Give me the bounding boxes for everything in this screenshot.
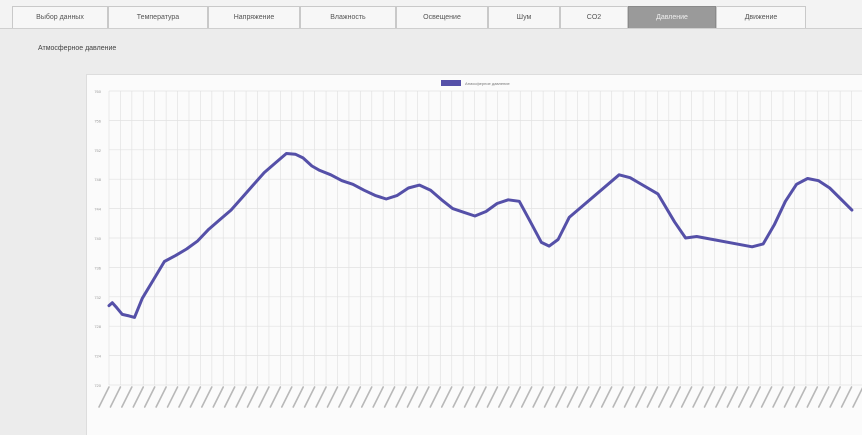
y-tick-label: 744: [94, 207, 101, 212]
x-tick-label: [360, 386, 373, 408]
tab-co2[interactable]: CO2: [560, 6, 628, 28]
legend-label: Атмосферное давление: [465, 81, 510, 86]
tab-humidity[interactable]: Влажность: [300, 6, 396, 28]
y-tick-label: 756: [94, 118, 101, 123]
x-tick-label: [783, 386, 796, 408]
x-tick-label: [840, 386, 853, 408]
x-tick-label: [223, 386, 236, 408]
x-tick-label: [509, 386, 522, 408]
pressure-chart: 720 724 728 732 736 740 744 748 752 756 760 Атмосфе…: [94, 80, 862, 408]
x-tick-label: [669, 386, 682, 408]
x-tick-label: [395, 386, 407, 408]
x-tick-label: [315, 386, 327, 408]
series-line-pressure: [107, 152, 854, 319]
y-tick-label: 748: [94, 177, 101, 182]
tab-data-selection[interactable]: Выбор данных: [12, 6, 108, 28]
x-tick-label: [383, 386, 396, 408]
x-tick-label: [692, 386, 704, 408]
x-tick-label: [749, 386, 761, 408]
y-tick-label: 732: [94, 295, 101, 300]
x-tick-label: [258, 386, 270, 408]
x-tick-label: [498, 386, 510, 408]
x-tick-label: [760, 386, 773, 408]
x-tick-label: [280, 386, 293, 408]
x-tick-label: [795, 386, 807, 408]
x-tick-label: [406, 386, 419, 408]
section-title: Атмосферное давление: [38, 45, 117, 52]
x-tick-label: [566, 386, 579, 408]
tab-motion[interactable]: Движение: [716, 6, 806, 28]
x-tick-label: [292, 386, 305, 408]
x-tick-label: [440, 386, 453, 408]
x-tick-label: [612, 386, 624, 408]
x-tick-label: [303, 386, 316, 408]
x-tick-label: [418, 386, 430, 408]
x-tick-label: [578, 386, 590, 408]
x-tick-label: [475, 386, 487, 408]
x-tick-label: [132, 386, 145, 408]
tab-voltage[interactable]: Напряжение: [208, 6, 300, 28]
x-tick-label: [372, 386, 384, 408]
x-tick-label: [143, 386, 156, 408]
x-tick-label: [703, 386, 716, 408]
x-tick-label: [98, 386, 110, 408]
x-tick-label: [246, 386, 259, 408]
x-tick-label: [235, 386, 247, 408]
pressure-chart-panel: 720 724 728 732 736 740 744 748 752 756 760 Атмосфе…: [86, 74, 862, 435]
x-tick-label: [623, 386, 636, 408]
x-tick-label: [715, 386, 727, 408]
x-tick-label: [817, 386, 830, 408]
x-tick-label: [520, 386, 533, 408]
x-tick-label: [349, 386, 362, 408]
tab-temperature[interactable]: Температура: [108, 6, 208, 28]
tab-lighting[interactable]: Освещение: [396, 6, 488, 28]
tab-bar: Выбор данных Температура Напряжение Влаж…: [0, 0, 862, 29]
y-tick-label: 752: [94, 148, 101, 153]
x-tick-label: [543, 386, 556, 408]
x-tick-label: [189, 386, 202, 408]
x-tick-label: [326, 386, 339, 408]
x-tick-label: [155, 386, 167, 408]
x-tick-label: [338, 386, 350, 408]
x-tick-label: [269, 386, 282, 408]
x-tick-label: [212, 386, 225, 408]
x-tick-label: [429, 386, 442, 408]
legend-swatch: [441, 80, 461, 86]
y-tick-label: 728: [94, 324, 101, 329]
x-tick-label: [532, 386, 544, 408]
y-tick-label: 724: [94, 354, 101, 359]
x-tick-label: [646, 386, 659, 408]
x-tick-label: [121, 386, 133, 408]
y-tick-label: 736: [94, 265, 101, 270]
x-tick-label: [555, 386, 567, 408]
x-tick-label: [772, 386, 784, 408]
x-tick-label: [452, 386, 464, 408]
y-tick-label: 760: [94, 89, 101, 94]
tab-noise[interactable]: Шум: [488, 6, 560, 28]
y-tick-label: 740: [94, 236, 101, 241]
x-tick-label: [737, 386, 750, 408]
x-tick-label: [201, 386, 213, 408]
x-tick-label: [166, 386, 179, 408]
x-tick-label: [852, 387, 862, 408]
x-tick-label: [726, 386, 739, 408]
x-tick-label: [635, 386, 647, 408]
x-tick-label: [680, 386, 693, 408]
x-tick-label: [178, 386, 190, 408]
x-tick-label: [657, 386, 670, 408]
x-tick-label: [463, 386, 476, 408]
y-tick-label: 720: [94, 383, 101, 388]
tab-pressure[interactable]: Давление: [628, 6, 716, 28]
x-tick-label: [600, 386, 613, 408]
x-tick-label: [109, 386, 122, 408]
x-tick-label: [589, 386, 602, 408]
x-tick-label: [829, 386, 841, 408]
x-tick-label: [486, 386, 499, 408]
x-tick-label: [806, 386, 819, 408]
